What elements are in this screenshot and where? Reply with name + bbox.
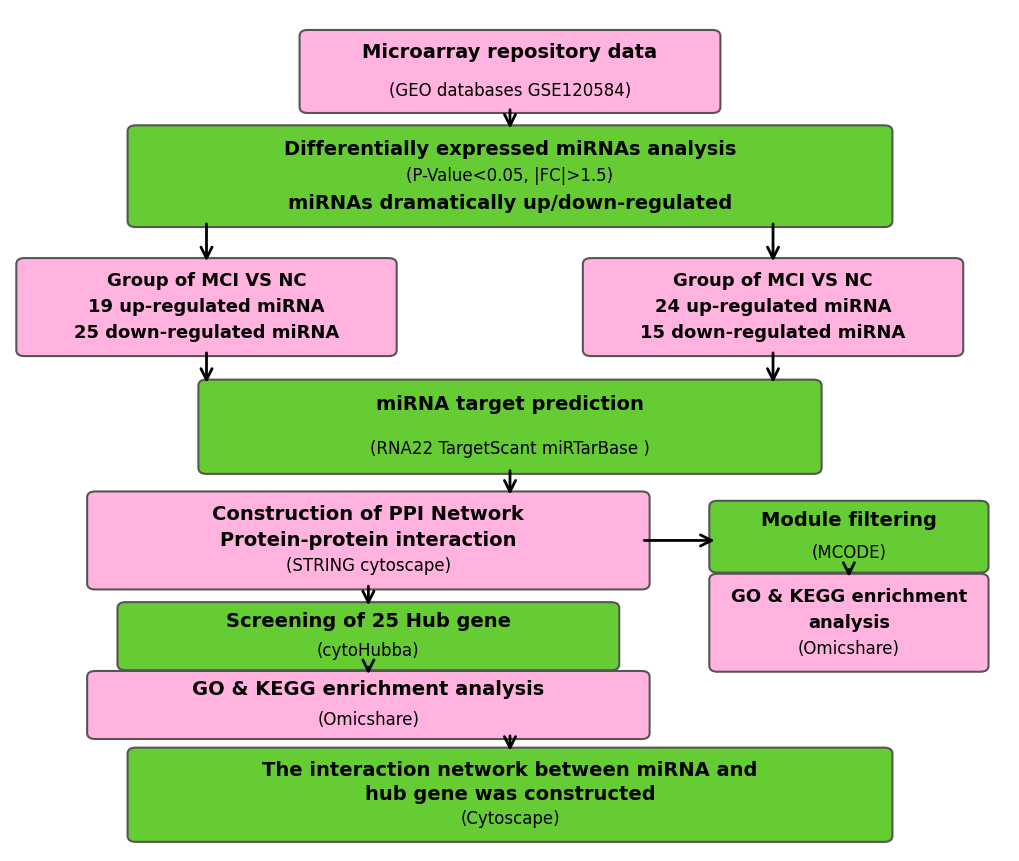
Text: GO & KEGG enrichment analysis: GO & KEGG enrichment analysis xyxy=(192,680,544,699)
Text: (GEO databases GSE120584): (GEO databases GSE120584) xyxy=(388,82,631,100)
FancyBboxPatch shape xyxy=(117,602,619,670)
Text: Screening of 25 Hub gene: Screening of 25 Hub gene xyxy=(225,611,511,630)
FancyBboxPatch shape xyxy=(582,258,962,356)
Text: Module filtering: Module filtering xyxy=(760,511,935,530)
FancyBboxPatch shape xyxy=(300,30,719,113)
FancyBboxPatch shape xyxy=(199,380,820,474)
FancyBboxPatch shape xyxy=(127,126,892,227)
Text: 15 down-regulated miRNA: 15 down-regulated miRNA xyxy=(640,324,905,342)
FancyBboxPatch shape xyxy=(708,501,987,573)
FancyBboxPatch shape xyxy=(87,671,649,739)
Text: (RNA22 TargetScant miRTarBase ): (RNA22 TargetScant miRTarBase ) xyxy=(370,440,649,458)
Text: (MCODE): (MCODE) xyxy=(810,544,886,562)
Text: (STRING cytoscape): (STRING cytoscape) xyxy=(285,557,450,575)
Text: miRNAs dramatically up/down-regulated: miRNAs dramatically up/down-regulated xyxy=(287,194,732,213)
Text: 25 down-regulated miRNA: 25 down-regulated miRNA xyxy=(73,324,338,342)
Text: Group of MCI VS NC: Group of MCI VS NC xyxy=(673,272,872,290)
FancyBboxPatch shape xyxy=(127,747,892,842)
Text: (Omicshare): (Omicshare) xyxy=(797,640,899,658)
Text: hub gene was constructed: hub gene was constructed xyxy=(365,785,654,804)
Text: (P-Value<0.05, |FC|>1.5): (P-Value<0.05, |FC|>1.5) xyxy=(406,167,613,185)
Text: Construction of PPI Network: Construction of PPI Network xyxy=(212,505,524,524)
FancyBboxPatch shape xyxy=(708,573,987,672)
Text: The interaction network between miRNA and: The interaction network between miRNA an… xyxy=(262,760,757,779)
FancyBboxPatch shape xyxy=(16,258,396,356)
Text: (Omicshare): (Omicshare) xyxy=(317,711,419,729)
Text: GO & KEGG enrichment: GO & KEGG enrichment xyxy=(730,588,966,606)
Text: 19 up-regulated miRNA: 19 up-regulated miRNA xyxy=(89,298,324,316)
Text: (cytoHubba): (cytoHubba) xyxy=(317,642,419,660)
Text: Microarray repository data: Microarray repository data xyxy=(362,43,657,62)
Text: (Cytoscape): (Cytoscape) xyxy=(460,810,559,828)
Text: miRNA target prediction: miRNA target prediction xyxy=(376,395,643,414)
Text: analysis: analysis xyxy=(807,614,889,632)
Text: Group of MCI VS NC: Group of MCI VS NC xyxy=(107,272,306,290)
Text: Protein-protein interaction: Protein-protein interaction xyxy=(220,531,516,550)
Text: Differentially expressed miRNAs analysis: Differentially expressed miRNAs analysis xyxy=(283,139,736,158)
Text: 24 up-regulated miRNA: 24 up-regulated miRNA xyxy=(654,298,891,316)
FancyBboxPatch shape xyxy=(87,492,649,590)
